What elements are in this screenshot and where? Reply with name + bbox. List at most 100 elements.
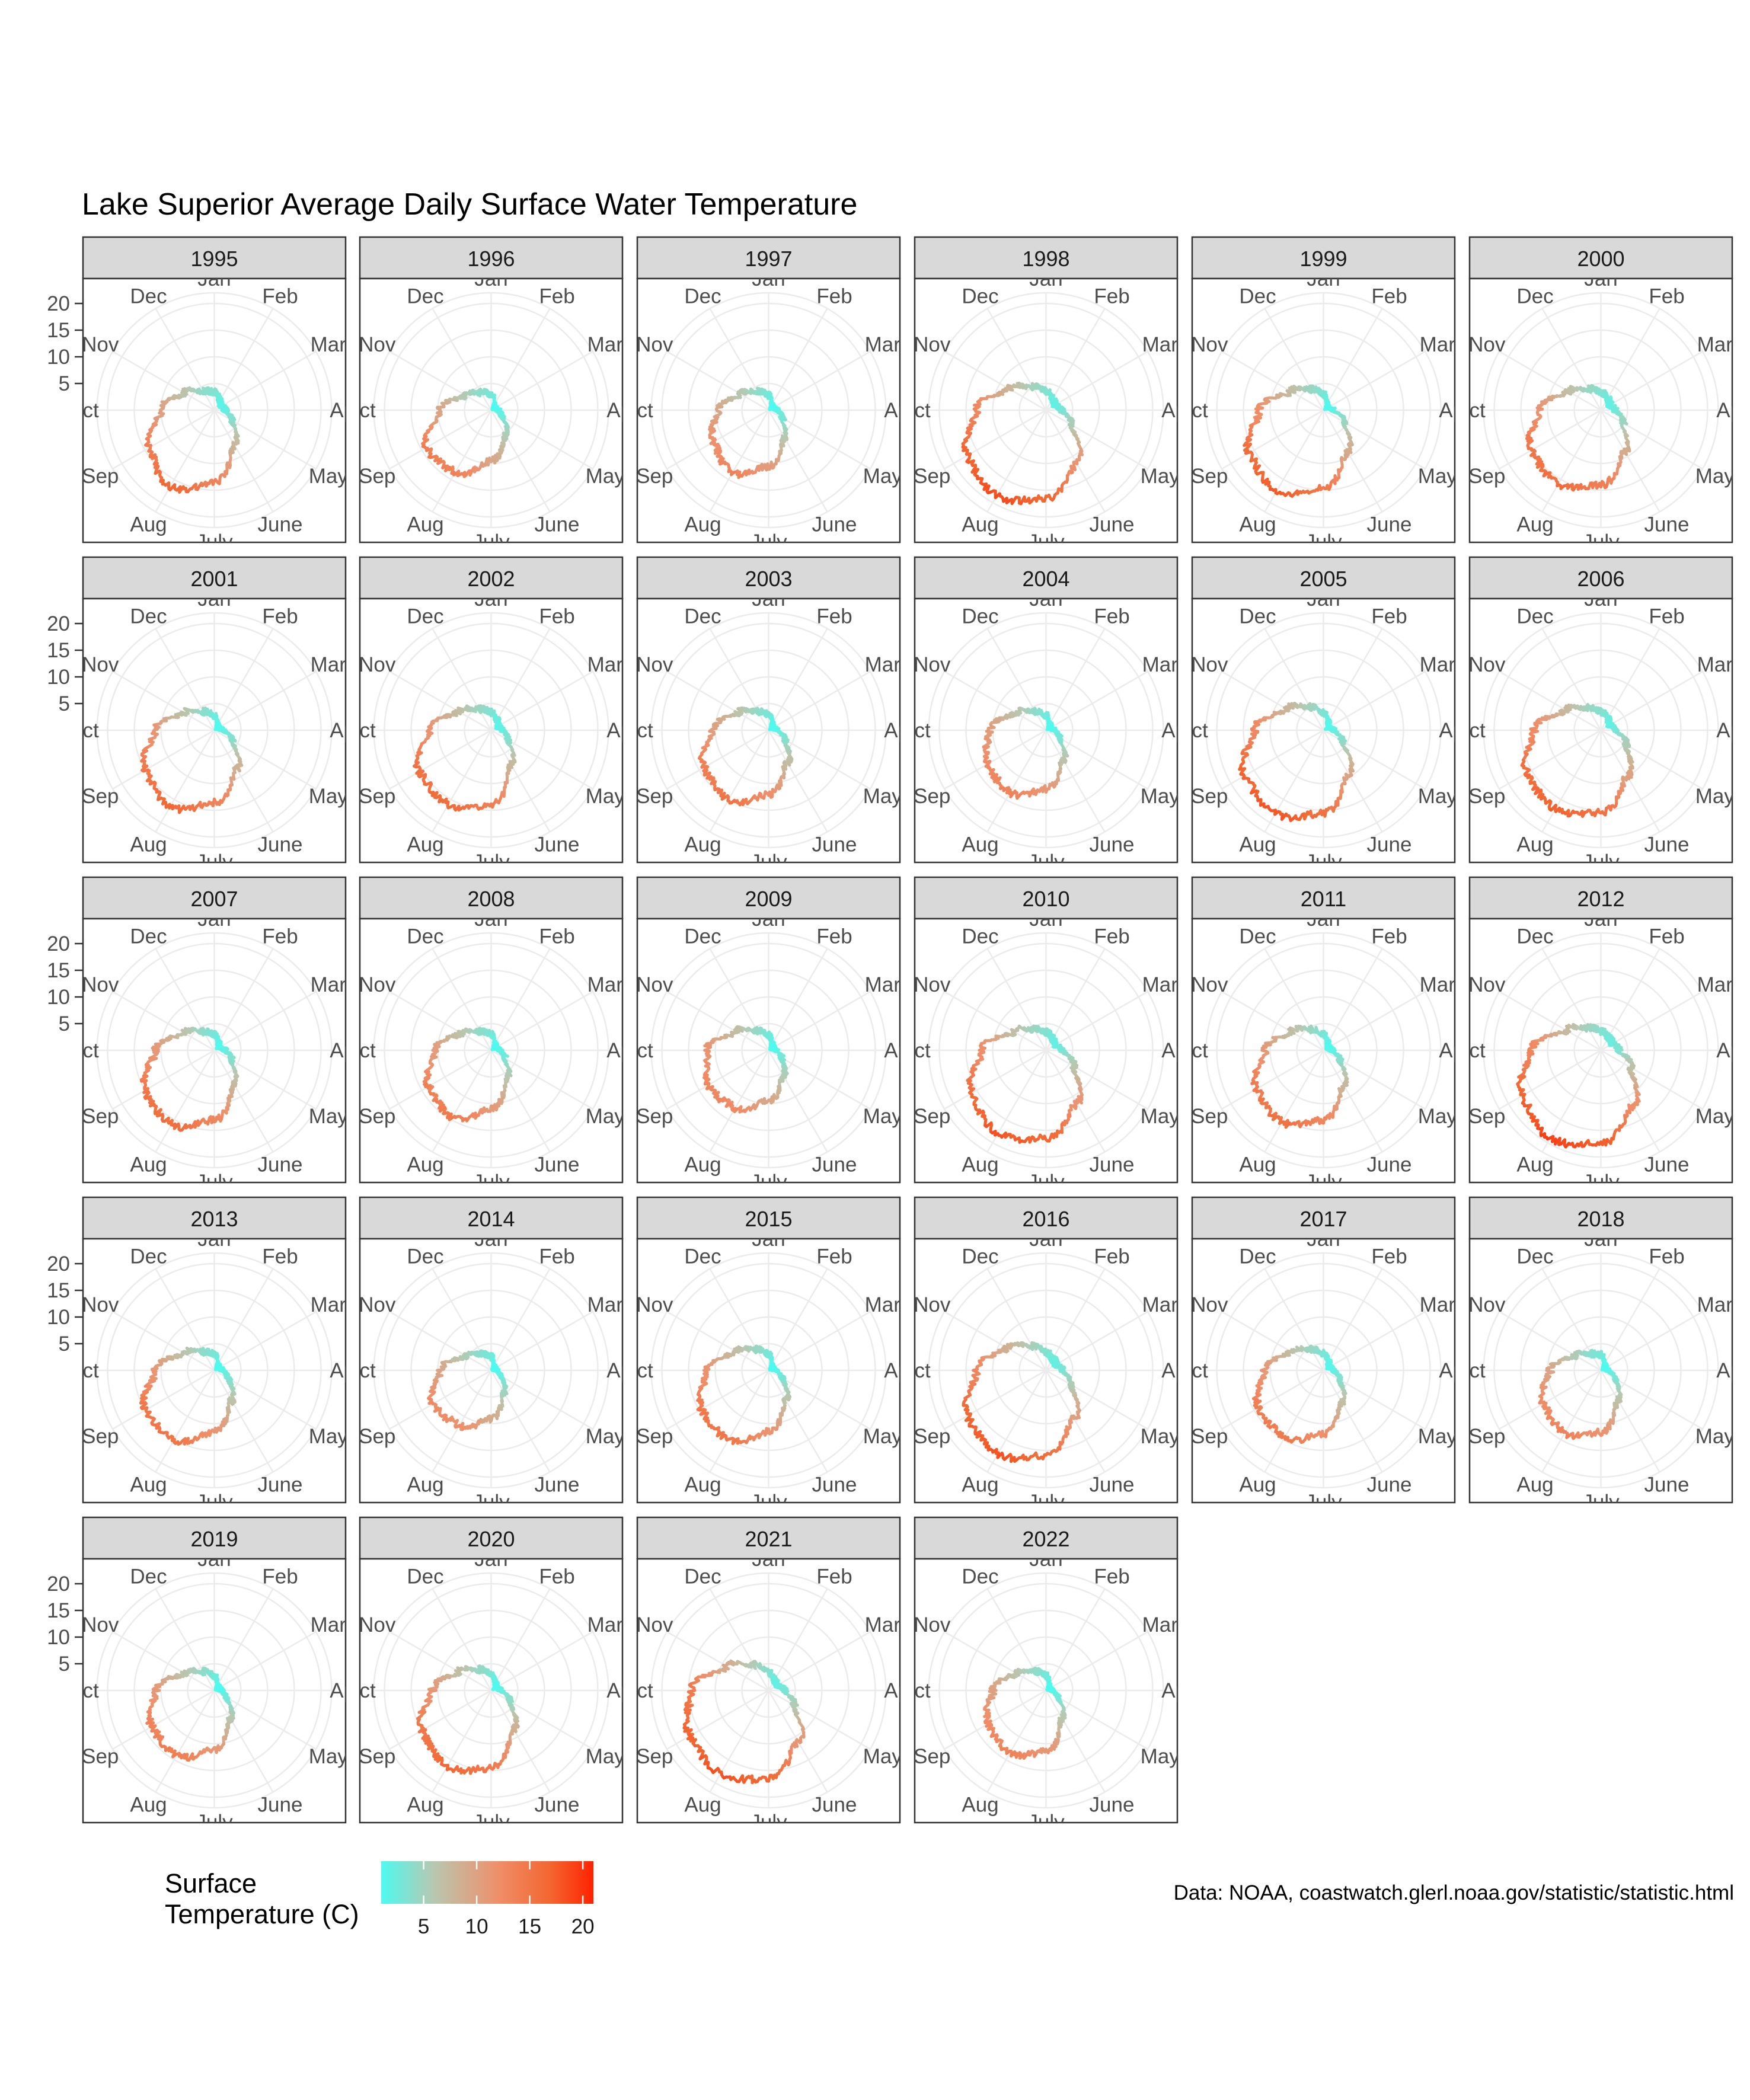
radial-tick-label: 10 [47, 666, 70, 689]
facet-strip [82, 236, 347, 280]
facet-strip-label: 2007 [190, 887, 238, 911]
angular-gridline [768, 350, 871, 411]
angular-gridline [155, 730, 215, 833]
angular-gridline [213, 670, 317, 731]
month-label: Feb [262, 285, 298, 308]
month-label: Mar [865, 653, 901, 676]
month-label: Mar [865, 333, 901, 356]
month-label: Nov [82, 653, 119, 676]
angular-gridline [213, 410, 274, 513]
month-label: Dec [407, 285, 443, 308]
month-label: Nov [359, 333, 396, 356]
radial-tick-label: 15 [47, 319, 70, 342]
angular-gridline [490, 410, 551, 513]
angular-gridline [213, 730, 274, 833]
angular-gridline [490, 670, 593, 731]
month-label: Feb [816, 605, 852, 628]
radial-tick-label: 20 [47, 292, 70, 315]
month-label: Sep [914, 785, 950, 808]
month-label: Sep [1191, 465, 1228, 488]
month-label: Jan [474, 267, 507, 290]
month-label: June [1644, 833, 1690, 856]
month-label: July [1027, 530, 1065, 554]
facet-strip-label: 2002 [467, 567, 515, 591]
month-label: Apr [330, 399, 362, 422]
month-label: July [750, 851, 787, 874]
radial-tick-label: 5 [59, 372, 70, 395]
angular-gridline [213, 628, 274, 731]
month-label: Apr [1716, 399, 1749, 422]
angular-gridline [1264, 410, 1324, 513]
month-label: Dec [684, 285, 721, 308]
angular-gridline [1499, 350, 1602, 411]
month-label: Jan [752, 587, 785, 610]
temperature-segment [212, 388, 216, 392]
month-label: Nov [1191, 653, 1228, 676]
month-label: June [258, 833, 303, 856]
angular-gridline [666, 350, 769, 411]
facet-strip [914, 236, 1179, 280]
angular-gridline [1323, 308, 1383, 411]
month-label: Mar [1420, 333, 1456, 356]
month-label: Nov [636, 333, 673, 356]
month-label: Mar [587, 333, 624, 356]
angular-gridline [986, 308, 1047, 411]
angular-gridline [944, 409, 1047, 470]
month-label: May [1141, 465, 1180, 488]
angular-gridline [389, 409, 492, 470]
month-label: Dec [407, 605, 443, 628]
month-label: Feb [816, 285, 852, 308]
angular-gridline [1600, 409, 1703, 470]
facet-strip [1191, 556, 1456, 600]
angular-gridline [490, 409, 593, 470]
angular-gridline [1221, 670, 1324, 731]
month-label: July [472, 530, 510, 554]
month-label: Feb [1094, 285, 1129, 308]
angular-gridline [112, 350, 215, 411]
angular-gridline [1323, 670, 1426, 731]
month-label: May [1141, 785, 1180, 808]
month-label: Feb [539, 605, 574, 628]
month-label: Nov [636, 653, 673, 676]
month-label: Oct [621, 719, 653, 742]
angular-gridline [490, 730, 551, 833]
facet-strip-label: 1996 [467, 247, 515, 271]
month-label: Aug [130, 833, 167, 856]
month-label: Aug [407, 833, 443, 856]
angular-gridline [112, 990, 215, 1051]
angular-gridline [1221, 409, 1324, 470]
angular-gridline [389, 729, 492, 790]
month-label: Jan [1029, 267, 1062, 290]
month-label: Nov [359, 653, 396, 676]
month-label: May [1418, 465, 1458, 488]
month-label: July [472, 851, 510, 874]
angular-gridline [709, 410, 769, 513]
angular-gridline [112, 1049, 215, 1110]
angular-gridline [986, 730, 1047, 833]
chart-title: Lake Superior Average Daily Surface Wate… [82, 187, 857, 222]
month-label: Nov [1468, 333, 1506, 356]
radial-tick-label: 20 [47, 612, 70, 635]
month-label: Sep [1191, 785, 1228, 808]
facet-strip [636, 236, 901, 280]
month-label: June [812, 513, 857, 536]
month-label: Oct [1453, 399, 1486, 422]
facet-strip-label: 1998 [1022, 247, 1069, 271]
month-label: May [1418, 785, 1458, 808]
angular-gridline [432, 730, 492, 833]
angular-gridline [112, 409, 215, 470]
month-label: Feb [1649, 285, 1684, 308]
angular-gridline [1600, 308, 1660, 411]
angular-gridline [1323, 409, 1426, 470]
angular-gridline [490, 628, 551, 731]
month-label: Feb [1371, 285, 1407, 308]
angular-gridline [768, 410, 828, 513]
month-label: July [1582, 530, 1620, 554]
